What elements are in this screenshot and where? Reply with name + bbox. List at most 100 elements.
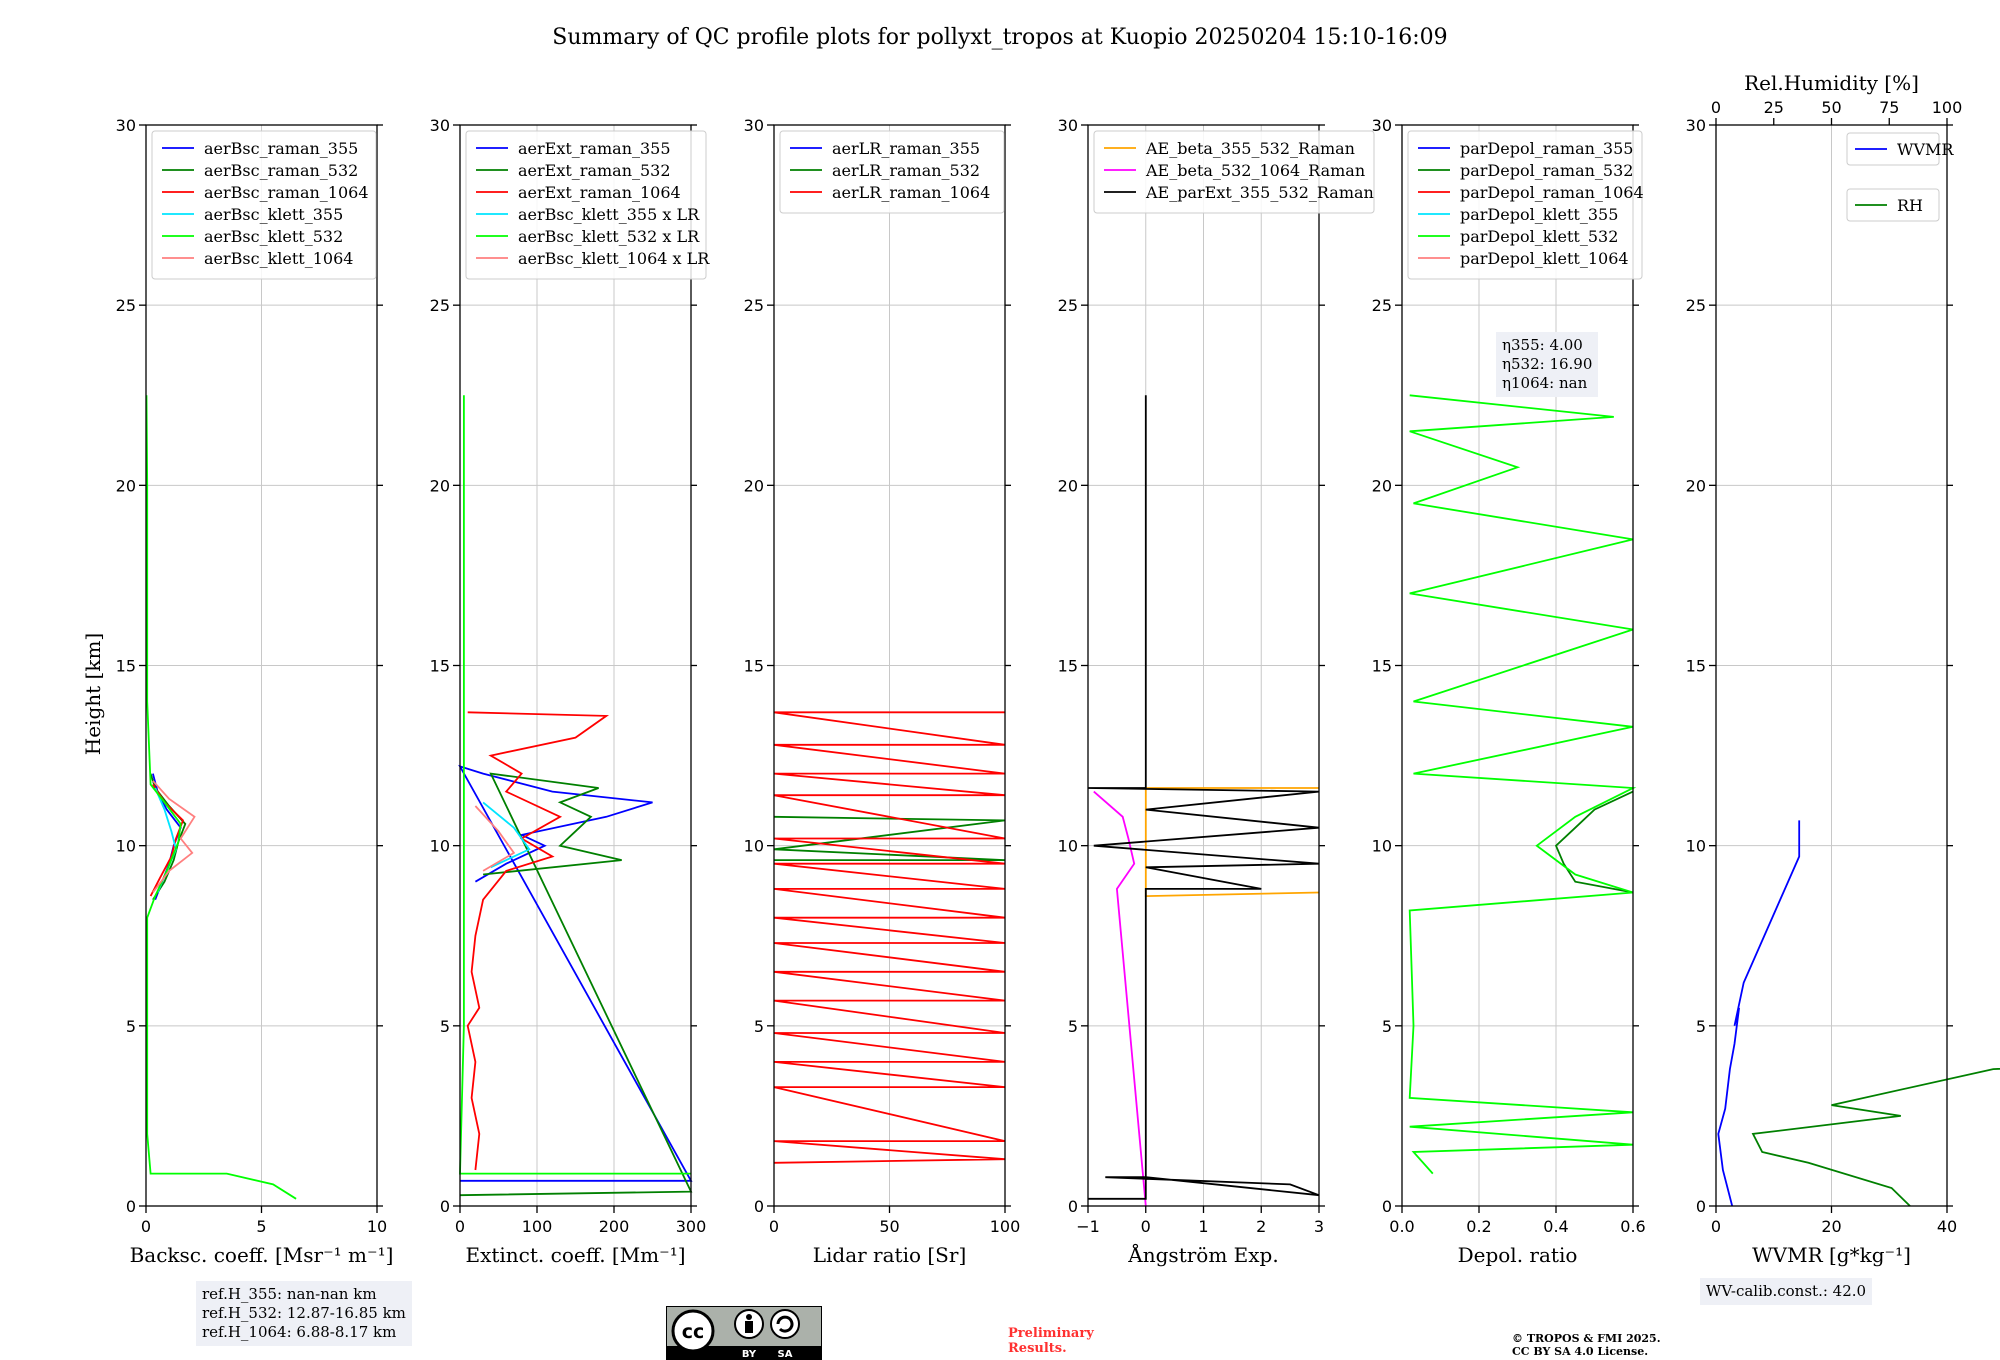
- top-x-tick-label: 0: [1711, 98, 1721, 117]
- series-line-RH: [1751, 1067, 2000, 1207]
- y-tick-label: 30: [744, 116, 764, 135]
- y-tick-label: 20: [1372, 476, 1392, 495]
- eta-info-box: η355: 4.00 η532: 16.90 η1064: nan: [1496, 332, 1599, 397]
- wv-calib-text: WV-calib.const.: 42.0: [1706, 1282, 1867, 1300]
- legend-label: RH: [1897, 196, 1923, 215]
- x-axis-label: Lidar ratio [Sr]: [813, 1243, 967, 1267]
- panel-depol: 0.0 0.2 0.4 0.6 0 5 10 15 20 25 30 Depol. ratio parD…: [1372, 116, 1646, 1267]
- y-tick-label: 5: [1382, 1017, 1392, 1036]
- legend: aerBsc_raman_355 aerBsc_raman_532 aerBsc_r…: [151, 130, 377, 280]
- series-line-AE_beta_355_532_Raman: [1144, 787, 1320, 898]
- legend: aerExt_raman_355 aerExt_raman_532 aerExt_r…: [465, 130, 710, 280]
- x-tick-label: 0.0: [1389, 1217, 1414, 1236]
- x-axis-label: Ångström Exp.: [1127, 1242, 1278, 1267]
- x-tick-label: 20: [1821, 1217, 1841, 1236]
- y-tick-label: 25: [744, 296, 764, 315]
- cc-license-logo: cc BY SA: [666, 1306, 822, 1360]
- x-tick-label: 50: [879, 1217, 899, 1236]
- y-tick-label: 0: [1382, 1197, 1392, 1216]
- figure-title: Summary of QC profile plots for pollyxt_…: [552, 25, 1447, 50]
- y-tick-label: 5: [440, 1017, 450, 1036]
- x-tick-label: 300: [676, 1217, 707, 1236]
- x-tick-label: 10: [367, 1217, 387, 1236]
- y-tick-label: 15: [744, 657, 764, 676]
- legend-box: [151, 130, 377, 280]
- y-tick-label: 10: [1686, 837, 1706, 856]
- legend-label: parDepol_raman_532: [1460, 161, 1633, 180]
- series-line-aerBsc_klett_1064: [152, 780, 196, 894]
- panel-frame: [773, 124, 1006, 1207]
- y-tick-label: 20: [744, 476, 764, 495]
- legend: AE_beta_355_532_Raman AE_beta_532_1064_Ra…: [1093, 130, 1375, 214]
- y-tick-label: 10: [430, 837, 450, 856]
- y-tick-label: 30: [430, 116, 450, 135]
- x-axis-label: WVMR [g*kg⁻¹]: [1752, 1243, 1911, 1267]
- preliminary-note: Preliminary Results.: [1008, 1326, 1094, 1356]
- legend-WVMR: WVMR: [1846, 132, 1954, 166]
- y-tick-label: 25: [1686, 296, 1706, 315]
- series-line-aerBsc_klett_532 x LR: [459, 395, 691, 1175]
- eta-1064-text: η1064: nan: [1502, 374, 1588, 392]
- y-axis-label: Height [km]: [81, 633, 105, 755]
- top-x-tick-label: 100: [1932, 98, 1963, 117]
- legend-label: parDepol_raman_355: [1460, 139, 1633, 158]
- panel-frame: [145, 124, 378, 1207]
- legend-label: AE_beta_532_1064_Raman: [1145, 161, 1365, 180]
- series-line-aerBsc_klett_1064 x LR: [474, 805, 516, 872]
- copyright-note: © TROPOS & FMI 2025. CC BY SA 4.0 Licens…: [1512, 1332, 1661, 1358]
- legend-label: parDepol_klett_355: [1460, 205, 1618, 224]
- series-line-aerExt_raman_1064: [466, 711, 610, 1171]
- y-tick-label: 0: [440, 1197, 450, 1216]
- top-x-tick-label: 50: [1821, 98, 1841, 117]
- x-tick-label: 100: [522, 1217, 553, 1236]
- top-axis-label: Rel.Humidity [%]: [1744, 71, 1919, 95]
- legend-label: aerBsc_klett_355 x LR: [518, 205, 700, 224]
- legend-label: parDepol_klett_1064: [1460, 249, 1629, 268]
- legend-box: [465, 130, 707, 280]
- x-tick-label: 0: [455, 1217, 465, 1236]
- x-tick-label: 1: [1198, 1217, 1208, 1236]
- y-tick-label: 15: [430, 657, 450, 676]
- series-line-parDepol_raman_532: [1554, 790, 1634, 894]
- x-tick-label: −1: [1076, 1217, 1100, 1236]
- x-tick-label: 100: [990, 1217, 1021, 1236]
- legend-label: aerBsc_klett_532: [204, 227, 343, 246]
- x-tick-label: 0: [1711, 1217, 1721, 1236]
- y-tick-label: 5: [126, 1017, 136, 1036]
- y-tick-label: 20: [430, 476, 450, 495]
- y-tick-label: 25: [1058, 296, 1078, 315]
- x-tick-label: 0: [1141, 1217, 1151, 1236]
- refh-1064-text: ref.H_1064: 6.88-8.17 km: [202, 1323, 397, 1341]
- refh-532-text: ref.H_532: 12.87-16.85 km: [202, 1304, 406, 1322]
- y-tick-label: 0: [1696, 1197, 1706, 1216]
- y-tick-label: 25: [116, 296, 136, 315]
- y-tick-label: 30: [1058, 116, 1078, 135]
- legend-label: aerExt_raman_1064: [518, 183, 681, 202]
- legend-box: [1407, 130, 1643, 280]
- y-tick-label: 15: [1058, 657, 1078, 676]
- refh-info-box: ref.H_355: nan-nan km ref.H_532: 12.87-1…: [196, 1281, 412, 1346]
- top-x-tick-label: 75: [1879, 98, 1899, 117]
- x-tick-label: 40: [1937, 1217, 1957, 1236]
- y-tick-label: 0: [1068, 1197, 1078, 1216]
- legend-label: aerLR_raman_355: [832, 139, 980, 158]
- svg-text:SA: SA: [778, 1349, 793, 1360]
- y-tick-label: 10: [744, 837, 764, 856]
- legend-label: aerExt_raman_532: [518, 161, 671, 180]
- y-tick-label: 25: [1372, 296, 1392, 315]
- legend-box: [1846, 132, 1940, 166]
- refh-355-text: ref.H_355: nan-nan km: [202, 1285, 377, 1303]
- legend-RH: RH: [1846, 188, 1940, 222]
- eta-355-text: η355: 4.00: [1502, 336, 1583, 354]
- legend-label: aerBsc_klett_355: [204, 205, 343, 224]
- y-tick-label: 10: [1058, 837, 1078, 856]
- panel-frame: [459, 124, 692, 1207]
- y-tick-label: 10: [1372, 837, 1392, 856]
- y-tick-label: 0: [754, 1197, 764, 1216]
- series-line-aerBsc_klett_532: [145, 395, 297, 1200]
- legend-box: [779, 130, 1005, 214]
- sa-share-icon: [770, 1309, 800, 1339]
- legend-label: aerBsc_raman_1064: [204, 183, 369, 202]
- panel-frame: [1401, 124, 1634, 1207]
